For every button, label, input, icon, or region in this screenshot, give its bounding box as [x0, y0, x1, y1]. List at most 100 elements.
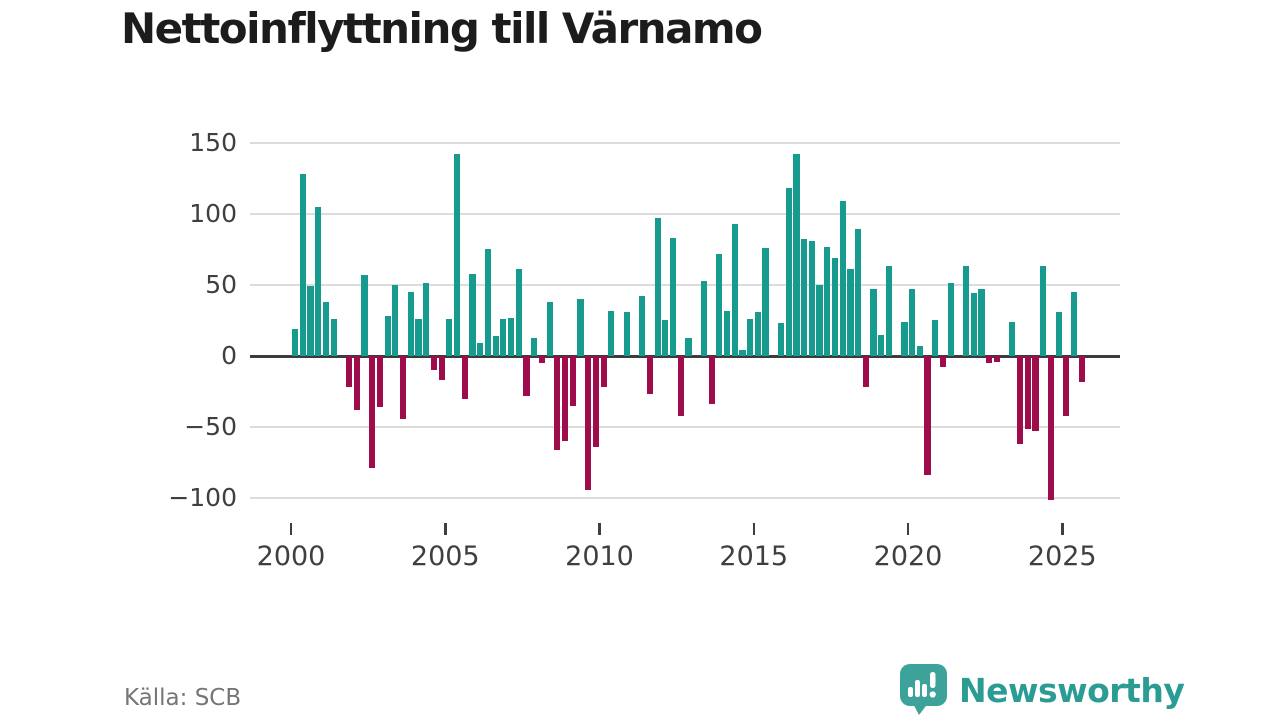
bar-2016Q4	[808, 240, 815, 356]
x-axis-tick-2010	[598, 523, 601, 535]
bar-2010Q4	[623, 311, 630, 356]
bar-2019Q4	[901, 321, 908, 356]
source-caption: Källa: SCB	[124, 685, 242, 711]
bar-2005Q3	[461, 356, 468, 399]
bar-2003Q4	[407, 292, 414, 356]
bar-2018Q3	[862, 356, 869, 388]
bar-2021Q1	[939, 356, 947, 368]
y-axis-label-150: 150	[189, 127, 237, 157]
bar-2014Q1	[723, 310, 731, 356]
bar-2017Q1	[816, 284, 823, 356]
bar-2004Q4	[438, 356, 445, 381]
bar-2000Q1	[292, 328, 299, 356]
newsworthy-logo: Newsworthy	[899, 664, 1185, 716]
bar-2014Q3	[739, 350, 746, 356]
bar-2003Q3	[399, 356, 407, 419]
bar-2015Q2	[762, 247, 769, 356]
x-axis-label-2000: 2000	[256, 541, 326, 572]
bar-2022Q3	[986, 356, 993, 364]
bar-2012Q2	[669, 238, 677, 356]
gridline-y--100	[250, 497, 1120, 499]
bar-2014Q2	[731, 223, 738, 356]
bar-2006Q4	[500, 319, 507, 356]
bar-2016Q1	[785, 188, 792, 356]
speech-bubble-bar-chart-icon	[900, 664, 947, 715]
bar-2023Q4	[1024, 356, 1031, 429]
bar-2006Q1	[477, 343, 484, 356]
bar-2001Q2	[330, 319, 337, 356]
x-axis-tick-2020	[906, 523, 910, 535]
bar-2002Q4	[376, 356, 384, 408]
bar-2000Q3	[307, 286, 314, 356]
x-axis-label-2020: 2020	[873, 541, 943, 572]
bar-2008Q3	[554, 356, 561, 450]
bar-2002Q1	[353, 356, 360, 411]
gridline-y-50	[250, 284, 1120, 286]
bar-2016Q2	[793, 154, 800, 356]
bar-2014Q4	[747, 319, 754, 356]
bar-2022Q1	[970, 293, 977, 356]
x-axis-tick-2025	[1061, 523, 1064, 535]
bar-2013Q3	[708, 356, 715, 405]
bar-2000Q4	[315, 206, 322, 356]
bar-2013Q4	[716, 253, 723, 356]
bar-2008Q2	[546, 301, 553, 356]
bar-2019Q2	[885, 266, 893, 356]
bar-2012Q4	[685, 337, 692, 356]
bar-2009Q2	[577, 299, 584, 356]
bar-2020Q3	[924, 356, 931, 476]
bar-2012Q3	[677, 356, 684, 416]
bar-2004Q1	[415, 319, 422, 356]
bar-2017Q2	[824, 246, 831, 356]
bar-2003Q2	[392, 284, 399, 356]
bar-2022Q4	[993, 356, 1001, 362]
gridline-y--50	[250, 426, 1120, 428]
bar-2020Q4	[932, 320, 939, 356]
bar-2006Q3	[492, 336, 499, 356]
zero-axis-line	[250, 354, 1120, 358]
bar-2002Q3	[369, 356, 376, 469]
bar-2007Q1	[507, 317, 515, 356]
bar-2006Q2	[484, 249, 491, 356]
chart-title: Nettoinflyttning till Värnamo	[121, 4, 763, 53]
bar-2016Q3	[801, 239, 808, 356]
bar-2015Q1	[754, 311, 761, 356]
bar-2018Q2	[855, 229, 862, 356]
bar-2005Q4	[469, 273, 476, 356]
bar-2001Q4	[345, 356, 353, 388]
x-axis-label-2010: 2010	[565, 541, 634, 572]
bar-2008Q1	[538, 356, 545, 364]
bar-2019Q1	[878, 334, 885, 356]
y-axis-label-50: 50	[205, 269, 237, 299]
y-axis-label-100: 100	[189, 198, 237, 228]
bar-2005Q1	[446, 319, 453, 356]
bar-2005Q2	[453, 154, 461, 356]
bar-2009Q3	[585, 356, 592, 490]
x-axis-label-2015: 2015	[719, 541, 789, 572]
bar-2004Q3	[430, 356, 438, 371]
bar-2017Q4	[839, 201, 846, 356]
bar-2007Q2	[515, 269, 522, 356]
bar-2018Q1	[847, 269, 854, 356]
bar-2024Q2	[1040, 266, 1047, 356]
bar-2021Q2	[947, 283, 954, 356]
gridline-y-150	[250, 142, 1120, 144]
bar-2007Q4	[531, 337, 538, 356]
x-axis-tick-2015	[752, 523, 755, 535]
bar-2020Q2	[916, 346, 923, 356]
bar-2024Q3	[1047, 356, 1055, 500]
newsworthy-wordmark: Newsworthy	[959, 670, 1185, 710]
bar-2009Q4	[592, 356, 599, 447]
bar-2025Q3	[1078, 356, 1085, 382]
bar-2024Q4	[1055, 311, 1062, 356]
bar-2007Q3	[523, 356, 530, 396]
bar-2024Q1	[1032, 356, 1039, 432]
y-axis-label-0: 0	[221, 341, 237, 370]
bar-2009Q1	[569, 356, 576, 406]
bar-2002Q2	[361, 274, 368, 356]
gridline-y-100	[250, 213, 1120, 215]
bar-2013Q2	[700, 280, 707, 356]
y-axis-label--100: −100	[168, 483, 237, 513]
bar-2010Q2	[608, 310, 615, 356]
